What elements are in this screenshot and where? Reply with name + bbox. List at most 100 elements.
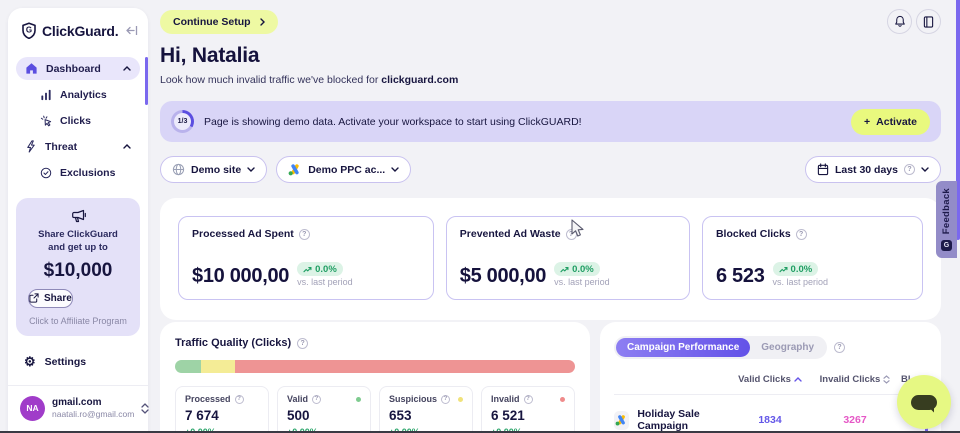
stat-value: $5 000,00 — [459, 265, 547, 287]
account-switcher[interactable]: NA gmail.com naatali.ro@gmail.com — [8, 386, 149, 421]
column-invalid-clicks[interactable]: Invalid Clicks — [809, 374, 901, 385]
site-filter[interactable]: Demo site — [160, 156, 268, 183]
tab-geography[interactable]: Geography — [750, 338, 825, 357]
progress-label: 1/3 — [174, 113, 191, 130]
info-icon[interactable]: ? — [834, 342, 846, 353]
chevron-down-icon — [247, 167, 255, 172]
column-label: Invalid Clicks — [819, 374, 881, 385]
activate-label: Activate — [876, 115, 917, 128]
docs-button[interactable] — [916, 9, 941, 34]
sidebar-item-threat[interactable]: Threat — [16, 135, 140, 158]
trend-up-icon — [778, 266, 788, 272]
clickguard-shield-icon: G — [21, 22, 37, 39]
share-card-amount: $10,000 — [43, 259, 113, 281]
bell-icon — [894, 15, 906, 28]
info-icon[interactable]: ? — [298, 228, 310, 240]
metric-card-processed: Processed ? 7 674 +0.00% — [175, 386, 269, 433]
chevron-up-icon — [123, 66, 131, 71]
subtitle-text: Look how much invalid traffic we've bloc… — [160, 74, 382, 86]
tab-campaign-performance[interactable]: Campaign Performance — [616, 338, 751, 357]
chat-launcher-button[interactable] — [897, 375, 951, 429]
home-icon — [25, 62, 38, 75]
globe-icon — [172, 163, 185, 176]
page-title: Hi, Natalia — [160, 44, 260, 67]
chevron-down-icon — [921, 167, 929, 172]
stat-title: Prevented Ad Waste — [459, 228, 561, 240]
sidebar-item-analytics[interactable]: Analytics — [16, 83, 140, 106]
continue-setup-button[interactable]: Continue Setup — [160, 9, 278, 34]
page-scrollbar[interactable] — [956, 0, 960, 240]
click-cursor-icon — [40, 115, 52, 127]
metric-change: +0.00% — [491, 427, 522, 433]
info-icon[interactable]: ? — [523, 394, 533, 404]
date-range-filter[interactable]: Last 30 days ? — [804, 156, 941, 183]
logo-row: G ClickGuard. — [8, 8, 148, 53]
sidebar-item-label: Analytics — [60, 88, 107, 101]
chevron-down-icon — [391, 167, 399, 172]
column-blocked-truncated[interactable]: Bl — [901, 374, 927, 385]
share-card-text: Share ClickGuard and get up to — [38, 229, 118, 253]
info-icon[interactable]: ? — [441, 394, 451, 404]
table-divider — [614, 394, 927, 395]
change-value: 0.0% — [790, 263, 813, 275]
google-ads-icon — [288, 163, 302, 176]
brand-name: ClickGuard. — [42, 22, 119, 39]
campaign-name: Holiday Sale Campaign — [637, 408, 700, 432]
feedback-tab[interactable]: Feedback G — [936, 181, 957, 258]
metric-change: +0.00% — [287, 427, 318, 433]
external-link-icon — [29, 293, 39, 303]
sidebar-item-label: Dashboard — [46, 62, 101, 75]
compare-label: vs. last period — [297, 277, 353, 287]
info-icon[interactable]: ? — [234, 394, 244, 404]
notifications-button[interactable] — [887, 9, 912, 34]
sidebar-scrollbar[interactable] — [145, 57, 148, 105]
stat-card-blocked-clicks: Blocked Clicks ? 6 523 0.0% vs. last per… — [701, 216, 923, 300]
stat-value: 6 523 — [715, 265, 765, 287]
campaign-panel: Campaign Performance Geography ? Valid C… — [600, 322, 941, 433]
column-valid-clicks[interactable]: Valid Clicks — [731, 374, 809, 385]
affiliate-share-card[interactable]: Share ClickGuard and get up to $10,000 S… — [16, 198, 140, 336]
plus-icon: + — [864, 115, 871, 128]
change-value: 0.0% — [315, 263, 337, 275]
sort-both-icon — [883, 375, 890, 384]
info-icon[interactable]: ? — [312, 394, 322, 404]
sidebar-nav: Dashboard Analytics Clicks Threat — [8, 53, 148, 184]
traffic-quality-panel: Traffic Quality (Clicks) ? Processed ? 7… — [160, 322, 590, 433]
trend-up-icon — [560, 266, 569, 272]
change-value: 0.0% — [572, 263, 594, 275]
sidebar-collapse-icon[interactable] — [126, 25, 138, 36]
continue-setup-label: Continue Setup — [173, 15, 251, 28]
info-icon[interactable]: ? — [565, 228, 577, 240]
traffic-quality-bar — [175, 360, 575, 373]
invalid-segment — [235, 360, 575, 373]
suspicious-dot-icon — [458, 396, 463, 402]
info-icon[interactable]: ? — [297, 337, 309, 349]
progress-ring: 1/3 — [171, 110, 194, 133]
sidebar-item-dashboard[interactable]: Dashboard — [16, 57, 140, 80]
traffic-quality-title: Traffic Quality (Clicks) — [175, 337, 292, 349]
metric-label: Valid — [287, 394, 309, 404]
google-ads-icon — [614, 410, 630, 430]
share-button[interactable]: Share — [28, 288, 73, 308]
stat-card-processed-ad-spent: Processed Ad Spent ? $10 000,00 0.0% vs.… — [178, 216, 434, 300]
megaphone-icon — [24, 209, 132, 224]
stats-panel: Processed Ad Spent ? $10 000,00 0.0% vs.… — [160, 198, 941, 320]
info-icon[interactable]: ? — [795, 228, 807, 240]
chevron-right-icon — [259, 17, 265, 26]
banner-message: Page is showing demo data. Activate your… — [204, 115, 582, 128]
table-row[interactable]: Holiday Sale Campaign 1834 3267 — [614, 408, 927, 432]
activate-button[interactable]: + Activate — [851, 108, 930, 135]
sidebar: G ClickGuard. Dashboard Analytics — [8, 8, 149, 433]
sidebar-item-settings[interactable]: ⚙ Settings — [8, 351, 148, 373]
metric-value: 7 674 — [185, 408, 219, 423]
check-circle-icon — [40, 167, 52, 179]
column-label: Valid Clicks — [738, 374, 791, 385]
help-icon: ? — [904, 164, 915, 175]
ppc-account-filter[interactable]: Demo PPC ac... — [276, 156, 412, 183]
date-range-label: Last 30 days — [834, 163, 898, 176]
sidebar-item-exclusions[interactable]: Exclusions — [16, 161, 140, 184]
change-badge: 0.0% — [297, 262, 343, 276]
metric-label: Suspicious — [389, 394, 438, 404]
ppc-filter-label: Demo PPC ac... — [308, 163, 386, 176]
sidebar-item-clicks[interactable]: Clicks — [16, 109, 140, 132]
